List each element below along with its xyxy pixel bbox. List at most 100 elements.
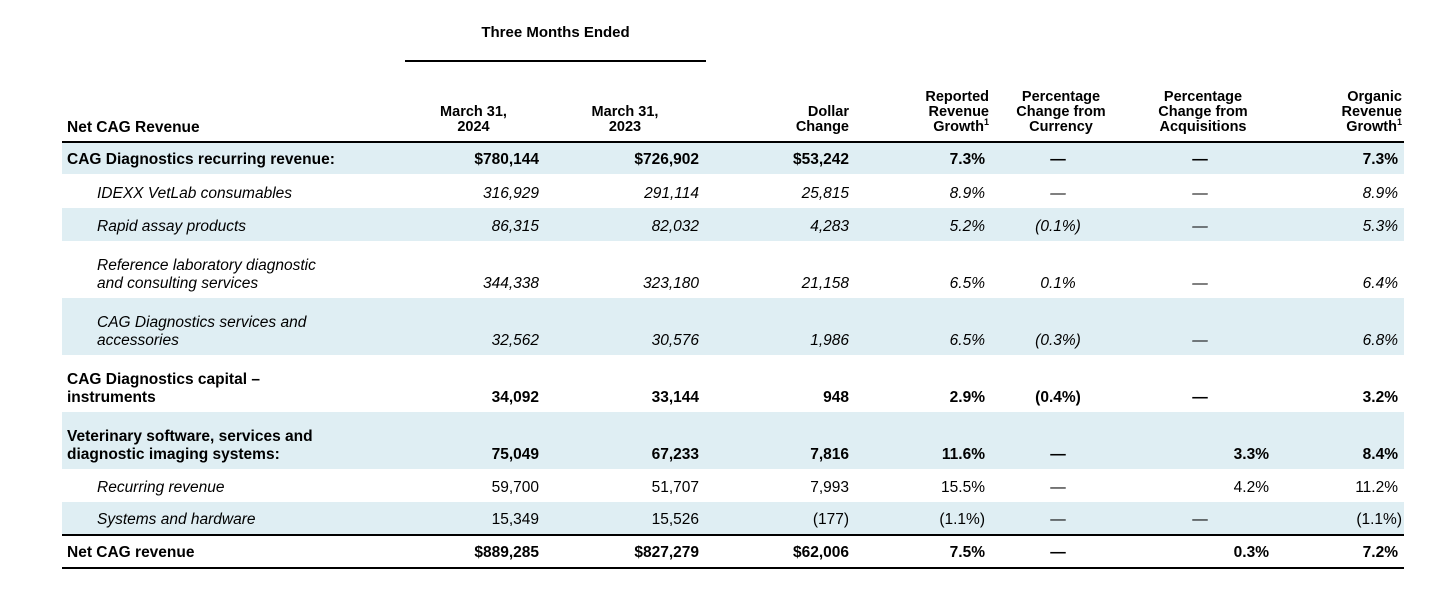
cell-organic-growth: 6.4% xyxy=(1362,275,1398,292)
col-header-2023: March 31, 2023 xyxy=(545,72,705,143)
cell-dollar-change: 25,815 xyxy=(801,185,849,202)
cell-organic-growth: 3.2% xyxy=(1362,389,1398,406)
cell-reported-growth: 2.9% xyxy=(949,389,985,406)
cell-acquisitions-change: — xyxy=(1131,298,1275,355)
cell-2024: 75,049 xyxy=(402,412,545,469)
cell-reported-growth: 5.2% xyxy=(855,208,991,241)
cell-acquisitions-change: — xyxy=(1131,208,1275,241)
cell-2023: 291,114 xyxy=(644,185,699,202)
total-row: Net CAG revenue $889,285 $827,279 $62,00… xyxy=(62,534,1404,569)
table-row: CAG Diagnostics services and accessories … xyxy=(62,298,1404,355)
cell-2024: 32,562 xyxy=(402,298,545,355)
cell-2023: 15,526 xyxy=(545,502,705,535)
col-header-2024: March 31, 2024 xyxy=(402,72,545,143)
cell-dollar-change: 4,283 xyxy=(705,208,855,241)
cell-dollar-change: $62,006 xyxy=(705,534,855,569)
cell-acquisitions-change: — xyxy=(1192,389,1208,406)
cell-2023: 82,032 xyxy=(545,208,705,241)
cell-reported-growth: 7.3% xyxy=(855,142,991,177)
col-header-currency-change: Percentage Change from Currency xyxy=(991,72,1131,143)
row-label: CAG Diagnostics recurring revenue: xyxy=(62,142,402,177)
cell-2023: $827,279 xyxy=(545,534,705,569)
cell-2023: 323,180 xyxy=(642,275,699,292)
cell-organic-growth: (1.1%) xyxy=(1275,502,1404,535)
cell-reported-growth: 15.5% xyxy=(941,479,985,496)
cell-dollar-change: 7,993 xyxy=(810,479,849,496)
cell-currency-change: (0.3%) xyxy=(991,298,1131,355)
cell-dollar-change: 7,816 xyxy=(705,412,855,469)
cell-2024: 34,092 xyxy=(491,389,539,406)
cell-2024: 59,700 xyxy=(491,479,539,496)
col-header-reported-growth: Reported Revenue Growth1 xyxy=(855,72,991,143)
row-label: CAG Diagnostics capital – instruments xyxy=(67,371,260,406)
cell-acquisitions-change: — xyxy=(1192,185,1208,202)
row-label: CAG Diagnostics services and accessories xyxy=(62,298,402,355)
table-row: Rapid assay products 86,315 82,032 4,283… xyxy=(62,208,1404,241)
cell-currency-change: — xyxy=(991,412,1131,469)
cell-2023: $726,902 xyxy=(545,142,705,177)
cell-organic-growth: 5.3% xyxy=(1275,208,1404,241)
row-label: Rapid assay products xyxy=(62,208,402,241)
cell-acquisitions-change: — xyxy=(1131,502,1275,535)
cell-reported-growth: 7.5% xyxy=(855,534,991,569)
col-header-label: Net CAG Revenue xyxy=(62,72,402,143)
table-row: CAG Diagnostics capital – instruments 34,… xyxy=(62,355,1404,412)
footnote-marker: 1 xyxy=(1396,117,1402,127)
cell-currency-change: — xyxy=(991,502,1131,535)
cell-organic-growth: 11.2% xyxy=(1355,479,1398,496)
cell-dollar-change: (177) xyxy=(705,502,855,535)
cell-2024: 344,338 xyxy=(482,275,539,292)
cell-acquisitions-change: 3.3% xyxy=(1131,412,1275,469)
cell-organic-growth: 7.2% xyxy=(1275,534,1404,569)
period-underline xyxy=(405,60,706,62)
net-cag-revenue-table: Net CAG Revenue March 31, 2024 March 31, 2… xyxy=(62,72,1404,569)
cell-2024: 316,929 xyxy=(482,185,539,202)
table-row: IDEXX VetLab consumables 316,929 291,114… xyxy=(62,175,1404,208)
table-row: Veterinary software, services and diagnos… xyxy=(62,412,1404,469)
cell-reported-growth: (1.1%) xyxy=(855,502,991,535)
cell-dollar-change: 1,986 xyxy=(705,298,855,355)
cell-2024: 86,315 xyxy=(402,208,545,241)
row-label: Recurring revenue xyxy=(97,479,225,496)
cell-organic-growth: 8.9% xyxy=(1362,185,1398,202)
cell-acquisitions-change: 0.3% xyxy=(1131,534,1275,569)
table-row: Reference laboratory diagnostic and consu… xyxy=(62,241,1404,298)
cell-currency-change: — xyxy=(991,142,1131,177)
cell-reported-growth: 11.6% xyxy=(855,412,991,469)
cell-currency-change: 0.1% xyxy=(1040,275,1076,292)
period-heading: Three Months Ended xyxy=(481,24,630,41)
cell-2024: $780,144 xyxy=(402,142,545,177)
cell-currency-change: — xyxy=(991,534,1131,569)
col-header-acquisitions-change: Percentage Change from Acquisitions xyxy=(1131,72,1275,143)
cell-dollar-change: 948 xyxy=(823,389,849,406)
cell-organic-growth: 8.4% xyxy=(1275,412,1404,469)
footnote-marker: 1 xyxy=(983,117,989,127)
cell-currency-change: (0.1%) xyxy=(991,208,1131,241)
row-label: Reference laboratory diagnostic and consu… xyxy=(97,257,316,292)
table-row: CAG Diagnostics recurring revenue: $780,… xyxy=(62,142,1404,177)
cell-2023: 51,707 xyxy=(651,479,699,496)
cell-2024: 15,349 xyxy=(402,502,545,535)
cell-acquisitions-change: — xyxy=(1192,275,1208,292)
cell-organic-growth: 6.8% xyxy=(1275,298,1404,355)
cell-reported-growth: 6.5% xyxy=(949,275,985,292)
table-row: Systems and hardware 15,349 15,526 (177)… xyxy=(62,502,1404,535)
table-row: Recurring revenue 59,700 51,707 7,993 15… xyxy=(62,469,1404,502)
cell-acquisitions-change: — xyxy=(1131,142,1275,177)
cell-currency-change: (0.4%) xyxy=(1035,389,1081,406)
cell-currency-change: — xyxy=(1050,479,1066,496)
cell-currency-change: — xyxy=(1050,185,1066,202)
header-row: Net CAG Revenue March 31, 2024 March 31, 2… xyxy=(62,72,1404,143)
cell-dollar-change: $53,242 xyxy=(705,142,855,177)
cell-reported-growth: 8.9% xyxy=(949,185,985,202)
cell-acquisitions-change: 4.2% xyxy=(1233,479,1269,496)
col-header-organic-growth: Organic Revenue Growth1 xyxy=(1275,72,1404,143)
row-label: Net CAG revenue xyxy=(62,534,402,569)
cell-2023: 30,576 xyxy=(545,298,705,355)
row-label: Systems and hardware xyxy=(62,502,402,535)
row-label: Veterinary software, services and diagnos… xyxy=(62,412,402,469)
cell-reported-growth: 6.5% xyxy=(855,298,991,355)
cell-2024: $889,285 xyxy=(402,534,545,569)
cell-organic-growth: 7.3% xyxy=(1275,142,1404,177)
cell-2023: 33,144 xyxy=(651,389,699,406)
